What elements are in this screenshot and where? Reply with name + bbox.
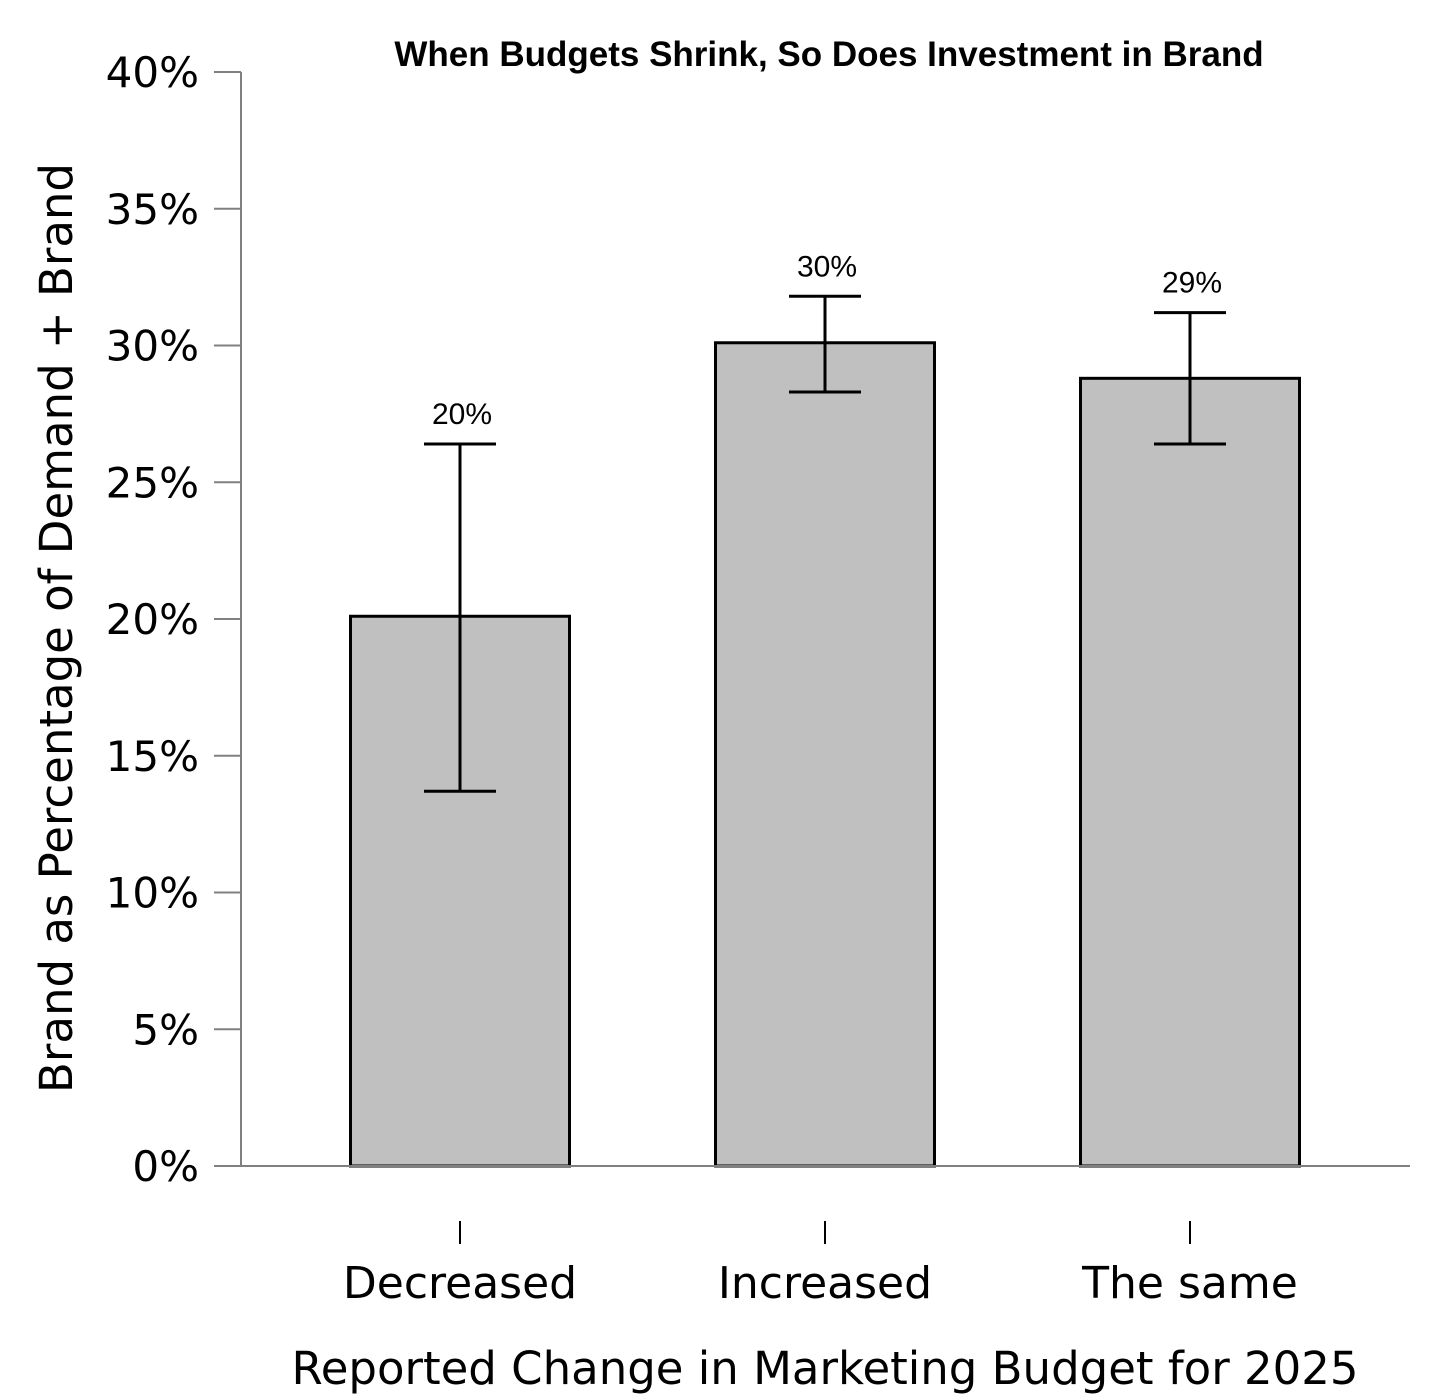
x-tick-label: The same xyxy=(1081,1258,1298,1309)
y-tick-label: 5% xyxy=(132,1005,199,1054)
y-axis: 0% 5% 10% 15% 20% 25% 30% 35% 40% xyxy=(106,48,242,1191)
x-tick-label: Increased xyxy=(718,1258,932,1309)
x-axis: Decreased Increased The same xyxy=(241,1165,1410,1309)
y-tick-label: 15% xyxy=(106,732,199,781)
chart-title: When Budgets Shrink, So Does Investment … xyxy=(394,35,1263,74)
bars: 20% 30% 29% xyxy=(349,250,1301,1168)
data-label: 20% xyxy=(432,398,492,431)
y-tick-label: 35% xyxy=(106,185,199,234)
y-tick-label: 30% xyxy=(106,322,199,371)
y-tick-label: 40% xyxy=(106,48,199,97)
bar xyxy=(1079,376,1301,1168)
data-label: 30% xyxy=(797,250,857,283)
y-tick-label: 20% xyxy=(106,595,199,644)
data-label: 29% xyxy=(1162,267,1222,300)
bar xyxy=(714,341,936,1168)
y-axis-title: Brand as Percentage of Demand + Brand xyxy=(30,163,83,1093)
x-tick-label: Decreased xyxy=(343,1258,577,1309)
y-tick-label: 0% xyxy=(132,1142,199,1191)
x-axis-title: Reported Change in Marketing Budget for … xyxy=(291,1342,1358,1395)
y-tick-label: 25% xyxy=(106,458,199,507)
y-tick-label: 10% xyxy=(106,869,199,918)
